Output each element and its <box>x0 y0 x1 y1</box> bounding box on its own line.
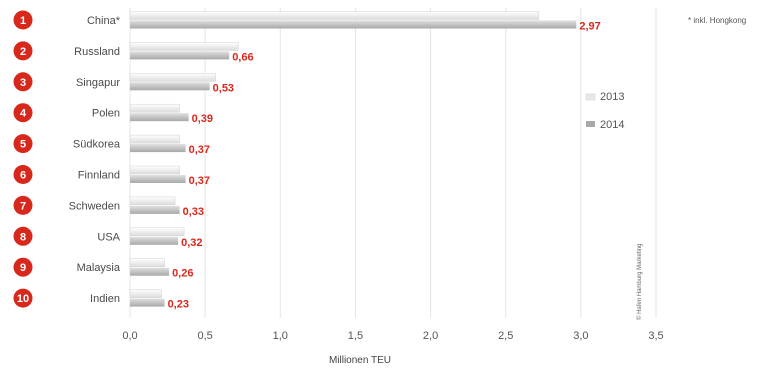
category-label: Malaysia <box>77 262 121 274</box>
rank-badge <box>13 195 33 215</box>
rank-number: 4 <box>20 108 27 120</box>
value-label: 0,53 <box>213 82 234 94</box>
rank-number: 5 <box>20 139 26 151</box>
bar-2014 <box>130 51 230 60</box>
bar-2014 <box>130 175 186 183</box>
bar-2013 <box>129 42 239 51</box>
value-label: 0,39 <box>192 113 213 125</box>
bar-2013 <box>129 196 176 206</box>
x-tick-label: 2,5 <box>498 330 513 342</box>
bar-2014 <box>130 267 170 276</box>
legend: 2013 2014 <box>585 91 624 131</box>
rank-number: 9 <box>20 262 26 274</box>
bar-2013 <box>129 258 165 267</box>
source-credit: © Hafen Hamburg Marketing <box>636 244 643 320</box>
bar-2014 <box>130 113 189 122</box>
rank-number: 2 <box>20 46 26 58</box>
bars <box>129 11 577 307</box>
footnote: * inkl. Hongkong <box>688 16 746 25</box>
x-tick-label: 1,5 <box>348 330 363 342</box>
rank-badge <box>13 41 33 61</box>
x-axis-title: Millionen TEU <box>329 355 391 366</box>
rank-badge <box>13 134 33 154</box>
category-label: USA <box>97 231 120 243</box>
category-label: Indien <box>90 293 120 305</box>
bar-2014 <box>130 82 210 91</box>
value-label: 0,32 <box>181 237 202 249</box>
bar-2014 <box>130 236 179 245</box>
value-label: 0,37 <box>189 144 210 156</box>
rank-number: 3 <box>20 77 26 89</box>
x-tick-label: 3,5 <box>648 330 663 342</box>
x-tick-label: 1,0 <box>273 330 288 342</box>
legend-swatch-2014 <box>586 121 595 127</box>
bar-2013 <box>129 289 162 298</box>
bar-2013 <box>129 165 180 175</box>
x-tick-label: 0,0 <box>122 330 137 342</box>
category-label: China* <box>87 15 121 27</box>
value-label: 0,37 <box>189 175 210 187</box>
bar-2014 <box>130 298 165 307</box>
value-label: 0,26 <box>172 268 193 280</box>
category-labels: 2,97 China* 1 0,66 Russland 2 0,53 Singapur 3 0,3… <box>13 10 601 311</box>
category-label: Russland <box>74 46 120 58</box>
rank-number: 8 <box>20 231 26 243</box>
rank-badge <box>13 103 33 123</box>
legend-swatch-2013 <box>585 93 596 101</box>
bar-2013 <box>129 227 185 237</box>
value-label: 0,23 <box>168 299 189 311</box>
x-tick-label: 3,0 <box>573 330 588 342</box>
bar-2014 <box>130 205 180 214</box>
rank-badge <box>13 165 33 184</box>
bar-2013 <box>129 134 180 144</box>
legend-label-2013: 2013 <box>600 91 624 103</box>
bar-2013 <box>129 11 540 20</box>
x-axis: 0,0 0,5 1,0 1,5 2,0 2,5 3,0 3,5 <box>122 330 663 342</box>
value-label: 0,33 <box>183 206 204 218</box>
rank-number: 6 <box>20 170 26 182</box>
x-tick-label: 0,5 <box>197 330 212 342</box>
rank-number: 10 <box>17 293 29 305</box>
category-label: Finnland <box>78 170 120 182</box>
category-label: Polen <box>92 108 120 120</box>
rank-number: 1 <box>20 15 26 27</box>
rank-badge <box>13 226 33 246</box>
legend-label-2014: 2014 <box>600 119 624 131</box>
grid <box>129 8 657 318</box>
value-label: 0,66 <box>232 51 253 63</box>
value-label: 2,97 <box>579 21 600 33</box>
category-label: Südkorea <box>73 139 121 151</box>
category-label: Singapur <box>76 77 120 89</box>
bar-2014 <box>130 20 577 29</box>
bar-2013 <box>129 103 180 113</box>
category-label: Schweden <box>69 200 120 212</box>
rank-badge <box>13 288 33 308</box>
rank-number: 7 <box>20 200 26 212</box>
bar-2013 <box>129 73 216 82</box>
rank-badge <box>13 72 33 92</box>
rank-badge <box>13 10 33 30</box>
rank-badge <box>13 257 33 277</box>
bar-2014 <box>130 144 186 153</box>
x-tick-label: 2,0 <box>423 330 438 342</box>
